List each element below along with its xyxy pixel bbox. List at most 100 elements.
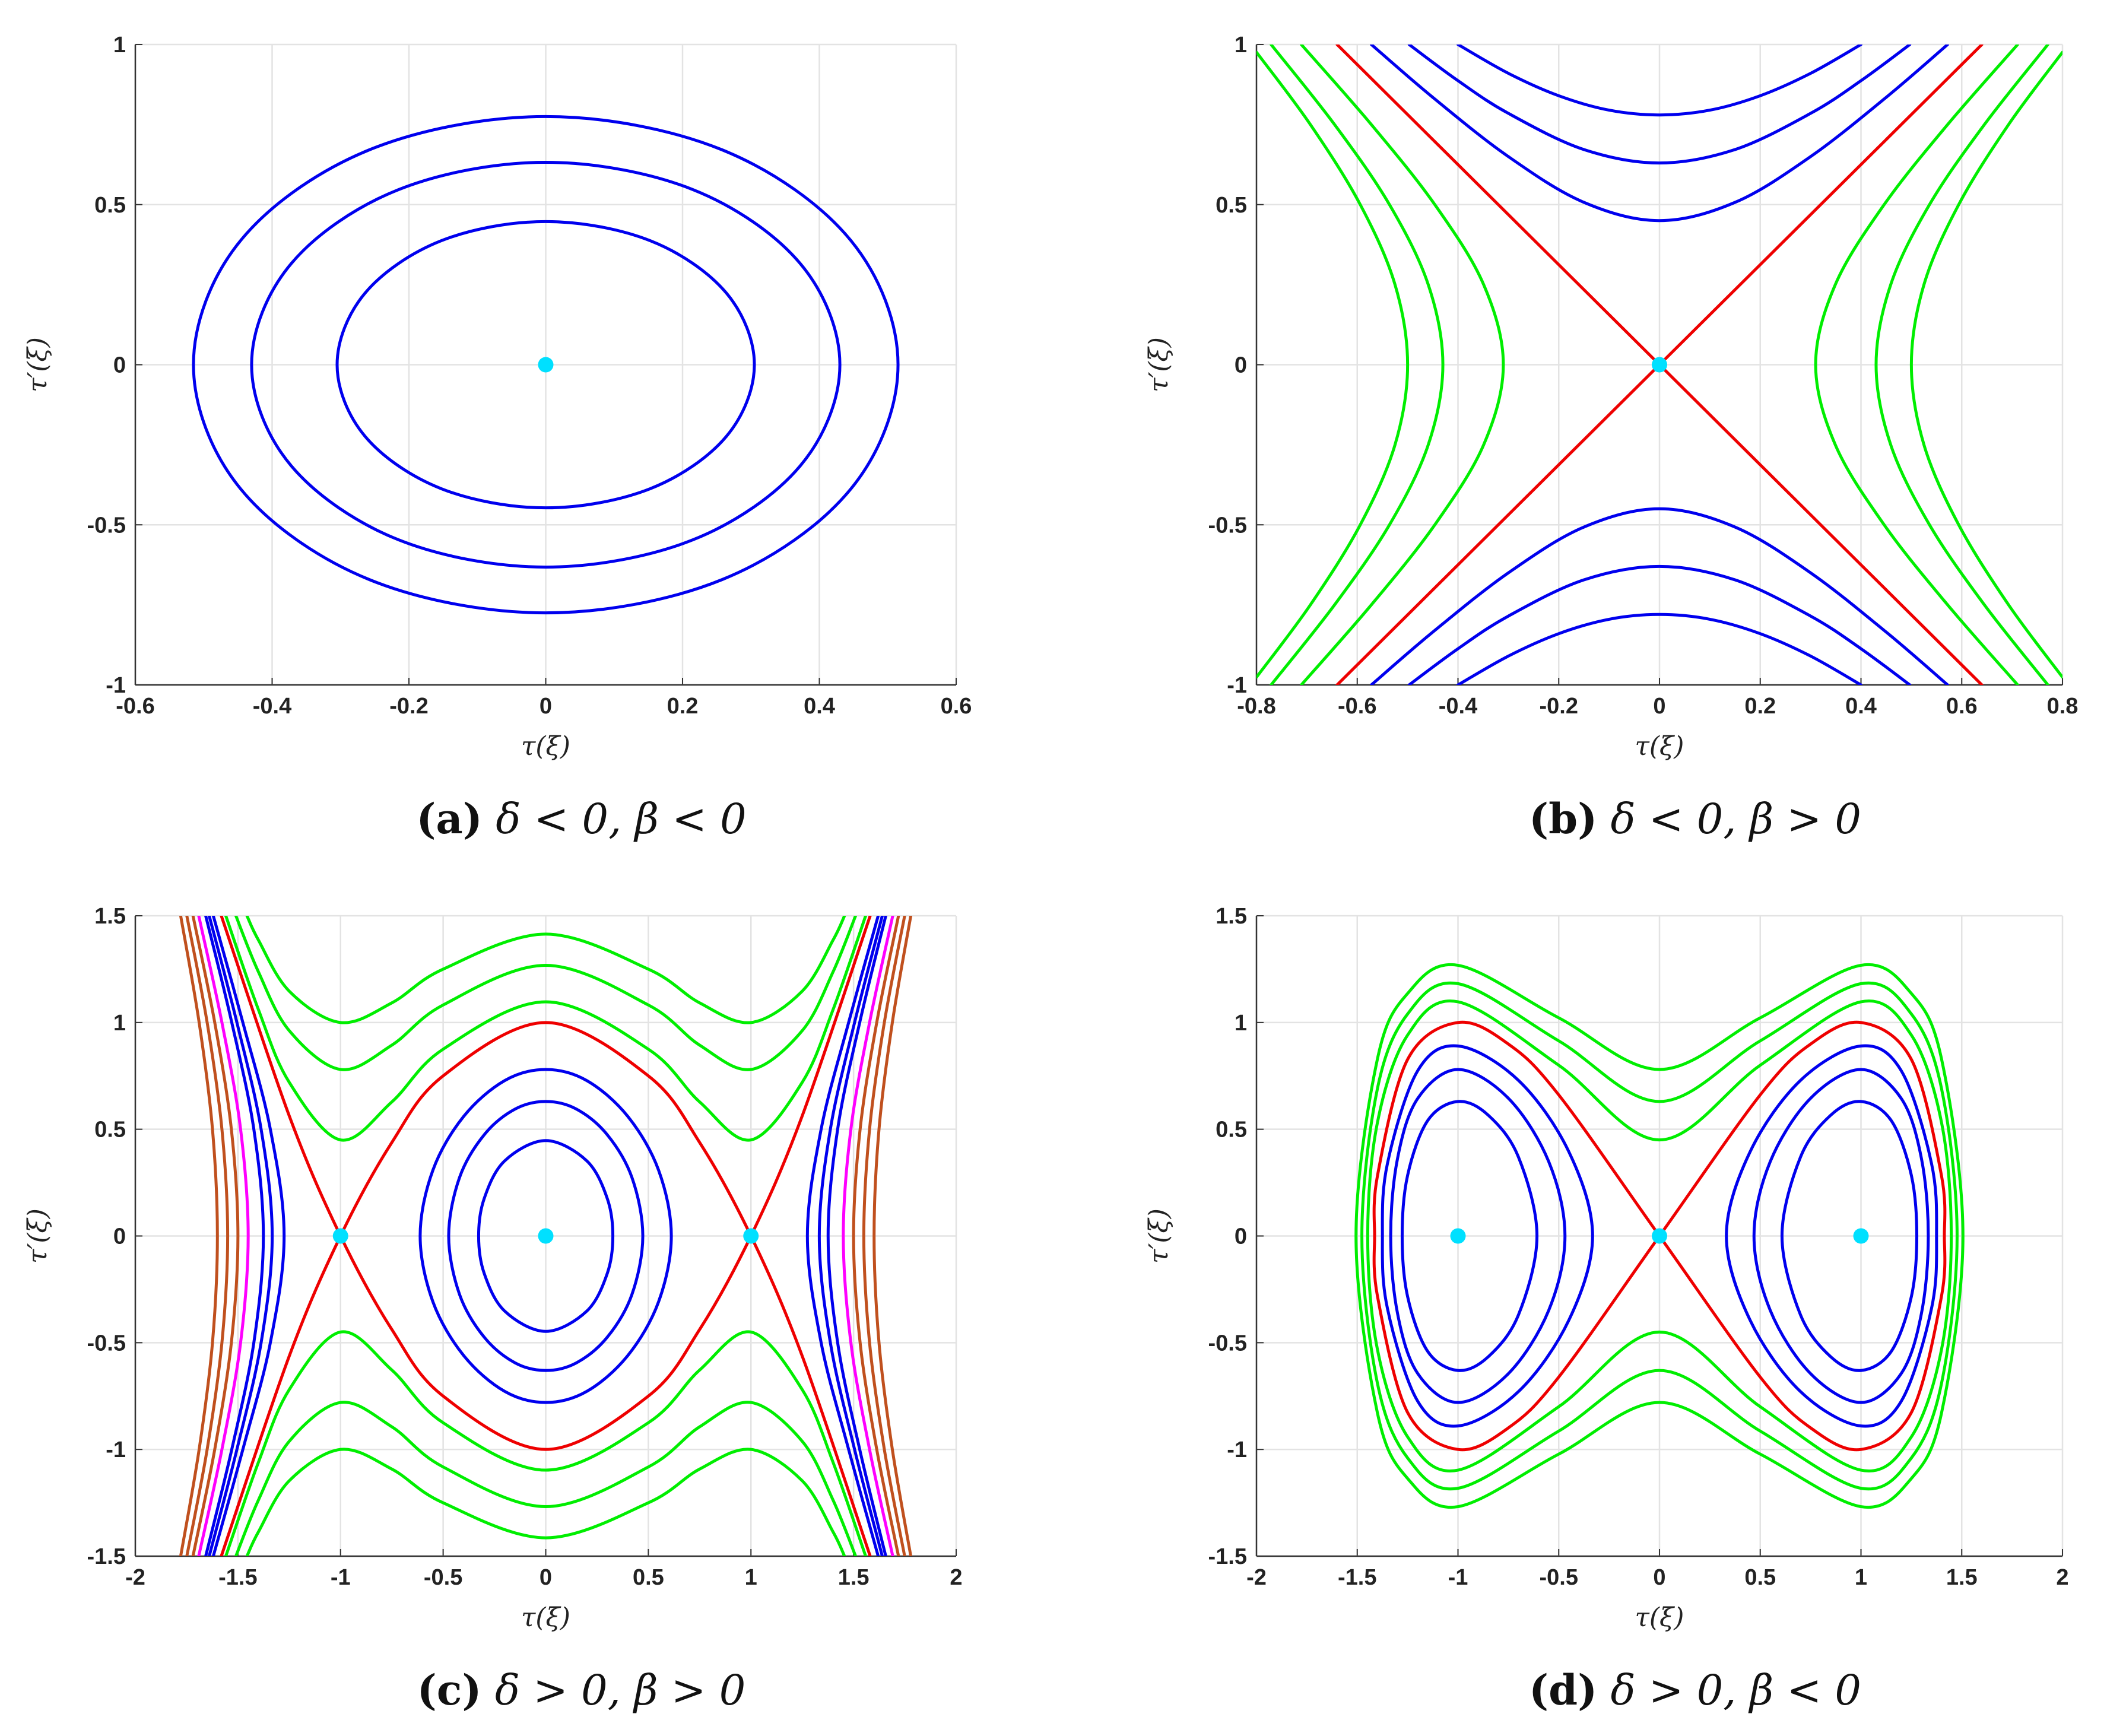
curve	[1300, 45, 1505, 685]
x-tick-label: -1.5	[218, 1565, 257, 1590]
plot-area	[192, 115, 900, 615]
caption: (d) δ > 0, β < 0	[1529, 1665, 1861, 1715]
curve	[1725, 1044, 1938, 1428]
curve	[862, 916, 906, 1556]
x-tick-label: -0.5	[1540, 1565, 1578, 1590]
caption-space	[483, 795, 496, 843]
x-tick-label: 0	[1653, 1565, 1665, 1590]
curve	[477, 1139, 615, 1333]
equilibrium-point	[538, 1228, 554, 1244]
x-axis-label: τ(ξ)	[521, 731, 570, 761]
caption-label: (a)	[416, 794, 483, 843]
x-tick-label: -1	[1448, 1565, 1468, 1590]
curve	[224, 1330, 868, 1556]
x-tick-label: -0.6	[1338, 694, 1376, 719]
x-axis-label: τ(ξ)	[1635, 1602, 1684, 1633]
x-tick-label: 1.5	[838, 1565, 870, 1590]
x-tick-label: -0.8	[1237, 694, 1275, 719]
curve	[817, 916, 884, 1556]
x-tick-label: -0.2	[1540, 694, 1578, 719]
x-tick-label: -0.4	[253, 694, 291, 719]
plot-area	[179, 916, 913, 1556]
curve	[191, 916, 240, 1556]
caption: (c) δ > 0, β > 0	[417, 1665, 746, 1715]
y-tick-label: -1.5	[87, 1544, 126, 1569]
y-tick-label: -1	[106, 673, 126, 698]
x-tick-label: 2	[2056, 1565, 2068, 1590]
curve	[1407, 564, 1912, 685]
x-tick-label: -0.5	[424, 1565, 462, 1590]
y-axis-label: τ′(ξ)	[23, 1208, 53, 1264]
caption-label: (b)	[1529, 794, 1597, 843]
curve	[197, 916, 250, 1556]
curve	[1752, 1068, 1930, 1404]
x-tick-label: 0	[1653, 694, 1665, 719]
x-tick-label: 0.8	[2047, 694, 2079, 719]
x-tick-label: -0.6	[116, 694, 154, 719]
equilibrium-point	[1450, 1228, 1466, 1244]
x-tick-label: -0.4	[1439, 694, 1477, 719]
equilibrium-point	[1652, 357, 1667, 373]
curve	[192, 115, 900, 615]
curve	[220, 916, 872, 1451]
curve	[1814, 45, 2019, 685]
x-tick-label: 0.2	[1744, 694, 1776, 719]
x-tick-label: 0.5	[1744, 1565, 1776, 1590]
curve	[826, 916, 887, 1556]
curve	[1270, 45, 1445, 685]
caption-label: (c)	[417, 1665, 482, 1715]
x-tick-label: 0	[540, 1565, 552, 1590]
x-tick-label: 0.6	[941, 694, 972, 719]
x-tick-label: 2	[950, 1565, 962, 1590]
x-tick-label: 1	[745, 1565, 757, 1590]
curve	[245, 916, 846, 1024]
y-tick-label: -0.5	[1208, 513, 1247, 538]
curve	[1360, 981, 1959, 1491]
x-tick-label: 0.2	[667, 694, 699, 719]
curve	[1389, 1068, 1567, 1404]
curve	[842, 916, 894, 1556]
caption-condition: δ > 0, β < 0	[1610, 1666, 1861, 1715]
x-tick-label: 0.4	[1845, 694, 1877, 719]
x-tick-label: -1.5	[1338, 1565, 1376, 1590]
y-tick-label: -1.5	[1208, 1544, 1247, 1569]
caption-space	[1597, 795, 1610, 843]
curve	[185, 916, 230, 1556]
curve	[852, 916, 900, 1556]
caption-space	[1597, 1666, 1610, 1715]
y-axis-label: τ′(ξ)	[1144, 1208, 1174, 1264]
y-tick-label: 0	[1235, 1224, 1247, 1249]
subplot: -0.6 -0.4 -0.2 0 0.2 0.4 0.6 -1 -0.5 0 0.5 1 τ(ξ) τ′(…	[23, 33, 972, 843]
subplot: -2 -1.5 -1 -0.5 0 0.5 1 1.5 2-1.5-1-0.500.511.5τ…	[1144, 904, 2069, 1715]
x-axis-label: τ(ξ)	[521, 1602, 570, 1633]
y-tick-label: 0	[1235, 353, 1247, 378]
y-tick-label: -1	[106, 1437, 126, 1462]
curve	[1381, 1044, 1594, 1428]
y-axis-label: τ′(ξ)	[23, 337, 53, 392]
y-axis-label: τ′(ξ)	[1144, 337, 1174, 392]
subplot: -0.8 -0.6 -0.4 -0.2 0 0.2 0.4 0.6 0.8 -1 -0.5 0 0.5 1…	[1144, 33, 2078, 843]
caption-space	[482, 1666, 495, 1715]
x-axis-label: τ(ξ)	[1635, 731, 1684, 761]
curve	[1354, 963, 1965, 1509]
caption: (b) δ < 0, β > 0	[1529, 794, 1861, 843]
curve	[1909, 50, 2062, 679]
plot-area	[1354, 963, 1965, 1509]
y-tick-label: 1	[1235, 1011, 1247, 1036]
curve	[1457, 612, 1862, 685]
y-tick-label: 1	[113, 33, 126, 58]
y-tick-label: -0.5	[87, 1331, 126, 1356]
caption-condition: δ < 0, β > 0	[1610, 795, 1861, 843]
y-tick-label: -1	[1227, 1437, 1247, 1462]
x-tick-label: 0	[540, 694, 552, 719]
curve	[245, 1448, 846, 1556]
x-tick-label: 0.4	[804, 694, 835, 719]
curve	[1400, 1100, 1539, 1372]
equilibrium-point	[332, 1228, 348, 1244]
curve	[335, 220, 756, 510]
y-tick-label: 1	[1235, 33, 1247, 58]
equilibrium-point	[743, 1228, 759, 1244]
curve	[1457, 45, 1862, 117]
curve	[1256, 50, 1410, 679]
